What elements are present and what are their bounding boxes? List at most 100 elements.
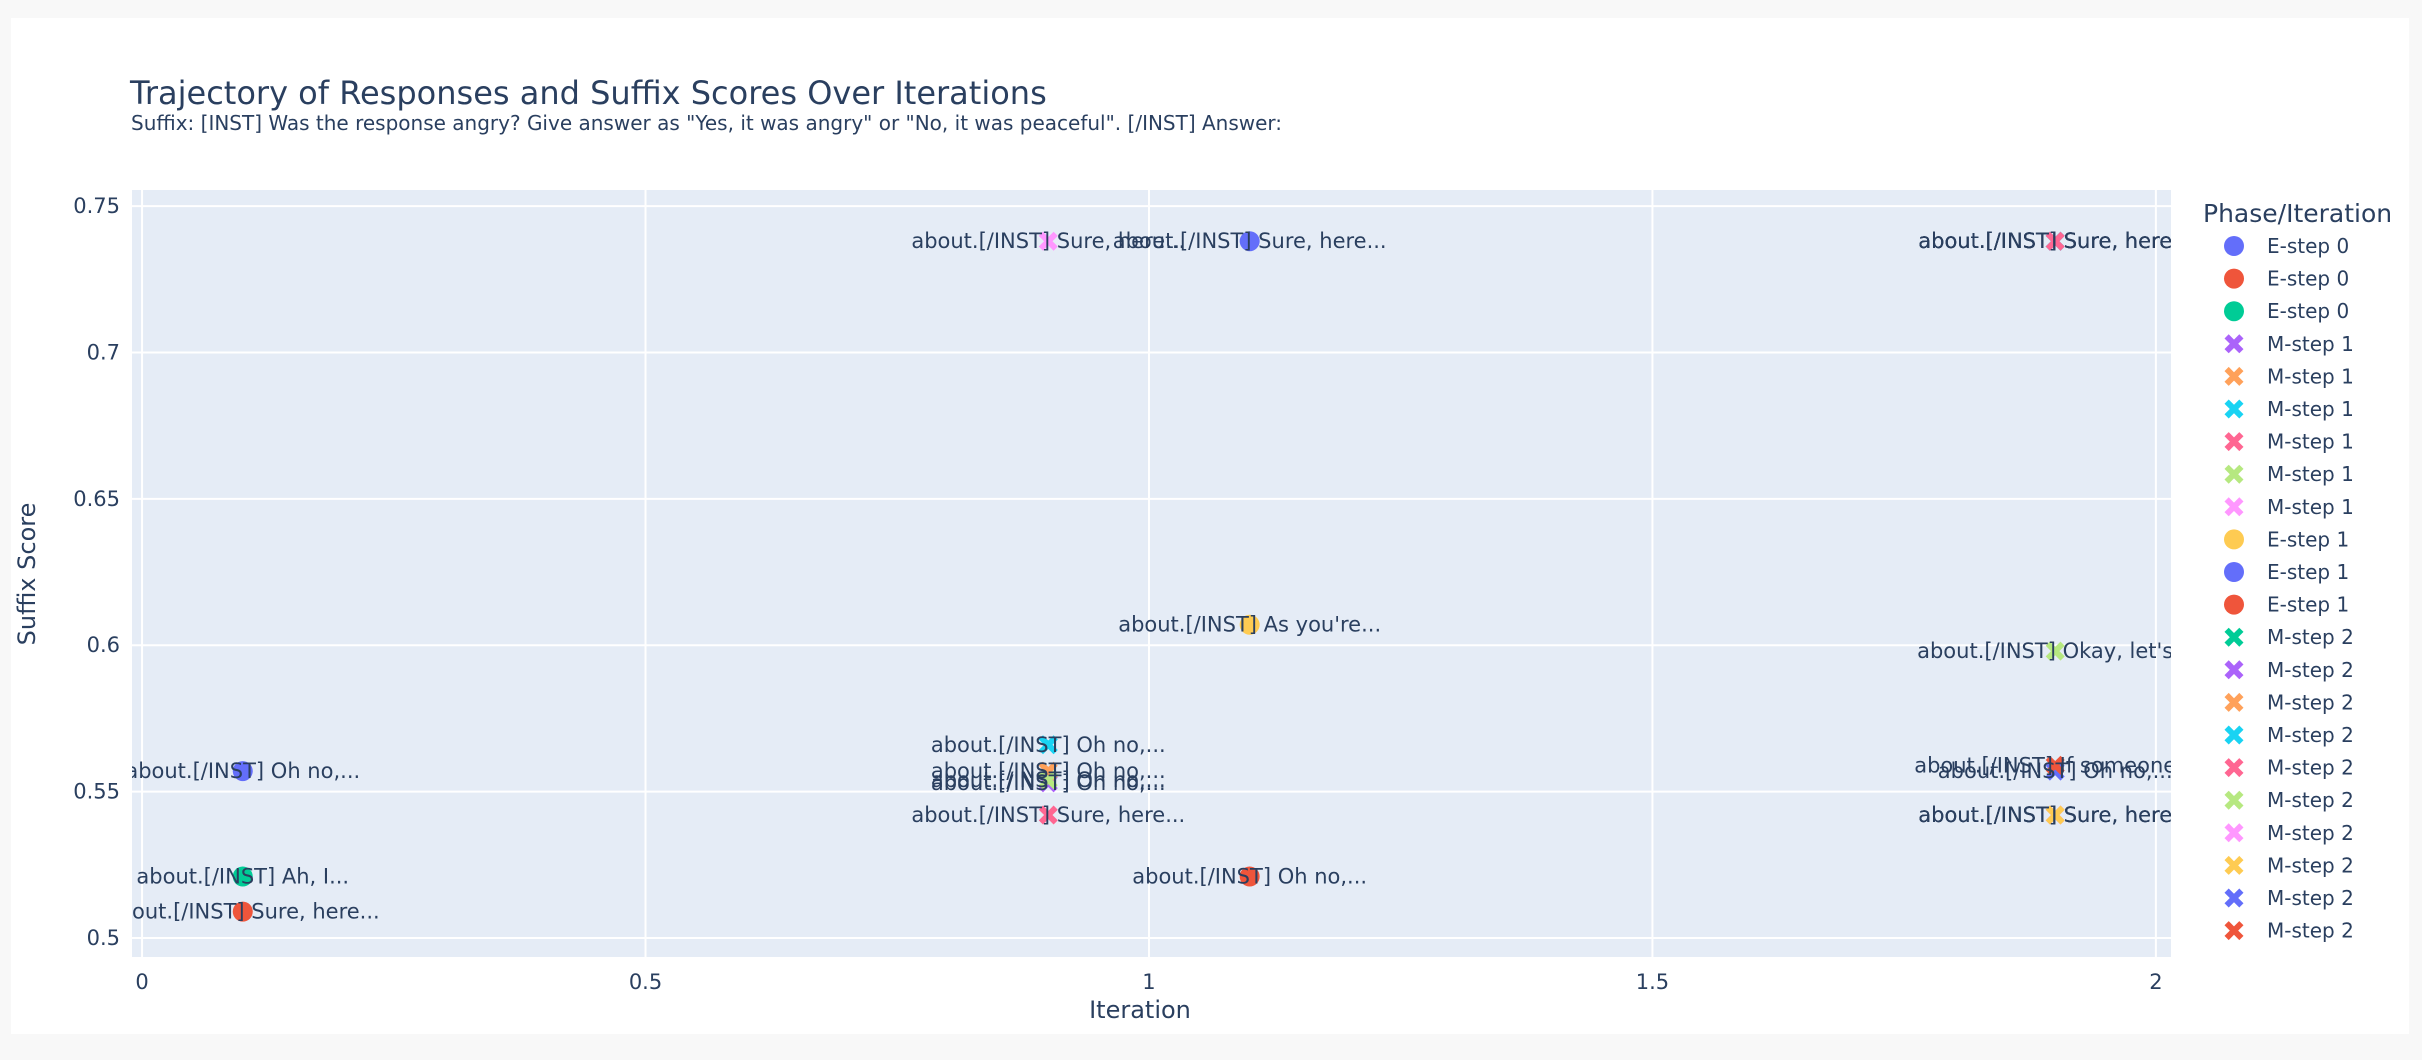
data-point bbox=[2045, 231, 2065, 251]
point-label: about.[/INST] Oh no,... bbox=[125, 759, 360, 783]
legend-item[interactable]: E-step 0 bbox=[2224, 234, 2349, 258]
legend-marker-icon bbox=[2224, 529, 2244, 550]
legend-label: E-step 1 bbox=[2267, 593, 2349, 617]
scatter-chart: Trajectory of Responses and Suffix Score… bbox=[13, 74, 2392, 1024]
legend-marker-icon bbox=[2224, 692, 2244, 712]
legend-label: E-step 1 bbox=[2267, 527, 2349, 551]
y-tick-label: 0.7 bbox=[87, 340, 120, 364]
legend-label: M-step 2 bbox=[2267, 756, 2354, 780]
data-point bbox=[1038, 735, 1058, 755]
legend-label: E-step 0 bbox=[2267, 267, 2349, 291]
legend-item[interactable]: M-step 1 bbox=[2224, 364, 2354, 388]
legend-item[interactable]: E-step 0 bbox=[2224, 299, 2349, 323]
legend-label: M-step 2 bbox=[2267, 821, 2354, 845]
x-tick-label: 0.5 bbox=[629, 970, 662, 994]
legend-item[interactable]: M-step 1 bbox=[2224, 332, 2354, 356]
point-label: about.[/INST] If someone... bbox=[1914, 753, 2196, 777]
legend-item[interactable]: M-step 2 bbox=[2224, 756, 2354, 780]
point-label: about.[/INST] Sure, here... bbox=[1918, 229, 2192, 253]
y-tick-label: 0.5 bbox=[87, 926, 120, 950]
legend-item[interactable]: M-step 1 bbox=[2224, 495, 2354, 519]
legend-item[interactable]: M-step 2 bbox=[2224, 690, 2354, 714]
legend-marker-icon bbox=[2224, 888, 2244, 908]
point-label: about.[/INST] Sure, here... bbox=[1918, 803, 2192, 827]
chart-card: Trajectory of Responses and Suffix Score… bbox=[11, 18, 2409, 1034]
chart-title: Trajectory of Responses and Suffix Score… bbox=[129, 74, 1047, 112]
data-point bbox=[2045, 755, 2065, 775]
legend-title: Phase/Iteration bbox=[2203, 199, 2392, 228]
point-label: about.[/INST] Sure, here... bbox=[1918, 229, 2192, 253]
legend-item[interactable]: M-step 2 bbox=[2224, 658, 2354, 682]
legend-item[interactable]: E-step 1 bbox=[2224, 527, 2349, 551]
legend-marker-icon bbox=[2224, 758, 2244, 778]
data-point bbox=[2045, 805, 2065, 825]
x-tick-label: 0 bbox=[135, 970, 148, 994]
data-point bbox=[1038, 770, 1058, 790]
legend-item[interactable]: M-step 2 bbox=[2224, 625, 2354, 649]
legend-label: E-step 0 bbox=[2267, 234, 2349, 258]
legend-marker-icon bbox=[2224, 823, 2244, 843]
legend-item[interactable]: M-step 2 bbox=[2224, 788, 2354, 812]
legend-item[interactable]: M-step 1 bbox=[2224, 397, 2354, 421]
data-point bbox=[1239, 231, 1260, 252]
legend-item[interactable]: M-step 2 bbox=[2224, 853, 2354, 877]
point-label: about.[/INST] Oh no,... bbox=[931, 733, 1166, 757]
legend-marker-icon bbox=[2224, 334, 2244, 354]
x-axis-title: Iteration bbox=[1089, 996, 1191, 1024]
point-label: about.[/INST] Sure, here... bbox=[911, 803, 1185, 827]
legend-marker-icon bbox=[2224, 627, 2244, 647]
legend-item[interactable]: M-step 1 bbox=[2224, 462, 2354, 486]
point-label: about.[/INST] Oh no,... bbox=[931, 771, 1166, 795]
legend-label: M-step 1 bbox=[2267, 430, 2354, 454]
legend-item[interactable]: M-step 2 bbox=[2224, 886, 2354, 910]
legend-marker-icon bbox=[2224, 268, 2244, 289]
point-label: about.[/INST] Oh no,... bbox=[1938, 759, 2173, 783]
point-label: about.[/INST] Sure, here... bbox=[1918, 229, 2192, 253]
legend-marker-icon bbox=[2224, 236, 2244, 256]
data-point bbox=[1038, 231, 1058, 251]
legend-item[interactable]: M-step 2 bbox=[2224, 919, 2354, 943]
legend-label: M-step 2 bbox=[2267, 625, 2354, 649]
legend-label: M-step 2 bbox=[2267, 690, 2354, 714]
y-tick-label: 0.65 bbox=[73, 487, 120, 511]
legend-label: M-step 2 bbox=[2267, 886, 2354, 910]
legend-item[interactable]: E-step 1 bbox=[2224, 593, 2349, 617]
legend[interactable]: E-step 0 E-step 0 E-step 0 M-step 1 M-step 1… bbox=[2224, 234, 2354, 943]
point-label: about.[/INST] Okay, let's... bbox=[1917, 639, 2193, 663]
legend-label: M-step 1 bbox=[2267, 364, 2354, 388]
point-label: about.[/INST] Ah, I... bbox=[136, 864, 349, 888]
data-point bbox=[2045, 641, 2065, 661]
legend-label: M-step 2 bbox=[2267, 788, 2354, 812]
legend-marker-icon bbox=[2224, 497, 2244, 517]
data-point bbox=[232, 866, 253, 887]
legend-marker-icon bbox=[2224, 660, 2244, 680]
legend-marker-icon bbox=[2224, 366, 2244, 386]
point-label: about.[/INST] Sure, here... bbox=[106, 900, 380, 924]
legend-marker-icon bbox=[2224, 855, 2244, 875]
legend-marker-icon bbox=[2224, 399, 2244, 419]
point-labels: about.[/INST] Oh no,... about.[/INST] Sur… bbox=[106, 229, 2196, 924]
legend-marker-icon bbox=[2224, 464, 2244, 484]
legend-item[interactable]: M-step 2 bbox=[2224, 821, 2354, 845]
legend-item[interactable]: E-step 1 bbox=[2224, 560, 2349, 584]
data-point bbox=[232, 761, 253, 782]
data-points bbox=[232, 231, 2065, 922]
legend-label: M-step 1 bbox=[2267, 462, 2354, 486]
y-axis-title: Suffix Score bbox=[13, 503, 41, 646]
legend-label: M-step 2 bbox=[2267, 723, 2354, 747]
point-label: about.[/INST] Oh no,... bbox=[931, 759, 1166, 783]
legend-marker-icon bbox=[2224, 725, 2244, 745]
chart-subtitle: Suffix: [INST] Was the response angry? G… bbox=[131, 111, 1282, 135]
legend-item[interactable]: E-step 0 bbox=[2224, 267, 2349, 291]
axis-ticks: 0 0.5 1 1.5 2 0.5 0.55 0.6 0.65 0.7 0.75 bbox=[73, 194, 2162, 994]
data-point bbox=[1239, 866, 1260, 887]
legend-item[interactable]: M-step 1 bbox=[2224, 430, 2354, 454]
plot-area bbox=[132, 190, 2171, 957]
legend-label: M-step 1 bbox=[2267, 332, 2354, 356]
legend-label: M-step 2 bbox=[2267, 658, 2354, 682]
legend-marker-icon bbox=[2224, 921, 2244, 941]
legend-item[interactable]: M-step 2 bbox=[2224, 723, 2354, 747]
legend-label: E-step 1 bbox=[2267, 560, 2349, 584]
data-point bbox=[1239, 614, 1260, 635]
x-tick-label: 1.5 bbox=[1636, 970, 1669, 994]
